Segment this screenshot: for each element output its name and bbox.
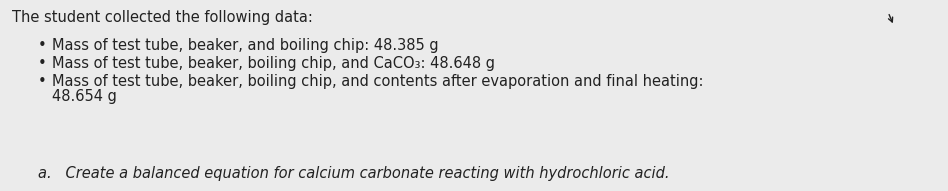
Text: Mass of test tube, beaker, boiling chip, and contents after evaporation and fina: Mass of test tube, beaker, boiling chip,… (52, 74, 703, 89)
Text: 48.654 g: 48.654 g (52, 89, 117, 104)
Text: Mass of test tube, beaker, boiling chip, and CaCO₃: 48.648 g: Mass of test tube, beaker, boiling chip,… (52, 56, 495, 71)
Text: •: • (38, 74, 46, 89)
Text: •: • (38, 56, 46, 71)
Text: •: • (38, 38, 46, 53)
Text: a.   Create a balanced equation for calcium carbonate reacting with hydrochloric: a. Create a balanced equation for calciu… (38, 166, 669, 181)
Text: The student collected the following data:: The student collected the following data… (12, 10, 313, 25)
Text: Mass of test tube, beaker, and boiling chip: 48.385 g: Mass of test tube, beaker, and boiling c… (52, 38, 439, 53)
